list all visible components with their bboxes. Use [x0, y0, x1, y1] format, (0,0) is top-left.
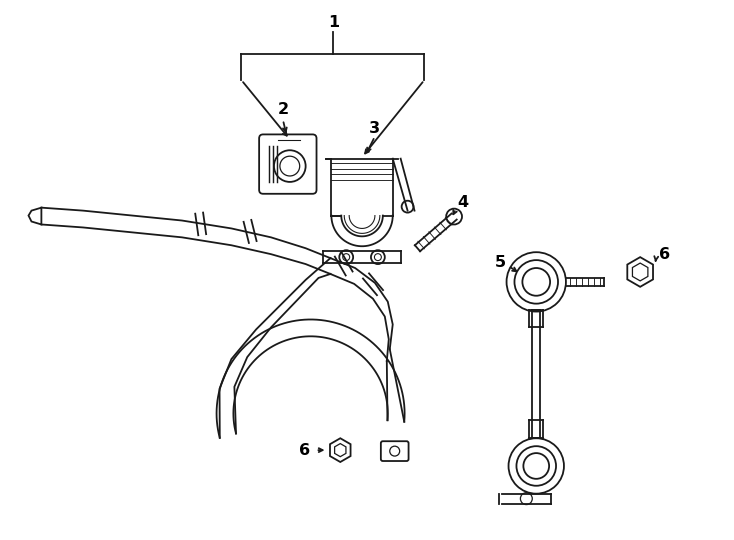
- Text: 6: 6: [299, 443, 310, 457]
- Circle shape: [401, 201, 413, 213]
- Circle shape: [523, 268, 550, 296]
- Text: 3: 3: [369, 121, 380, 136]
- Text: 5: 5: [495, 254, 506, 269]
- Circle shape: [523, 453, 549, 479]
- Text: 6: 6: [659, 247, 670, 262]
- Text: 1: 1: [328, 15, 339, 30]
- FancyBboxPatch shape: [259, 134, 316, 194]
- Circle shape: [343, 254, 349, 261]
- Circle shape: [339, 250, 353, 264]
- Circle shape: [390, 446, 399, 456]
- Circle shape: [280, 156, 299, 176]
- Circle shape: [274, 150, 305, 182]
- Circle shape: [517, 446, 556, 486]
- Circle shape: [446, 208, 462, 225]
- Circle shape: [515, 260, 558, 303]
- Circle shape: [520, 492, 532, 504]
- Circle shape: [509, 438, 564, 494]
- Circle shape: [371, 250, 385, 264]
- Text: 4: 4: [457, 195, 468, 210]
- Text: 2: 2: [277, 102, 288, 117]
- Circle shape: [374, 254, 382, 261]
- FancyBboxPatch shape: [381, 441, 409, 461]
- Circle shape: [506, 252, 566, 312]
